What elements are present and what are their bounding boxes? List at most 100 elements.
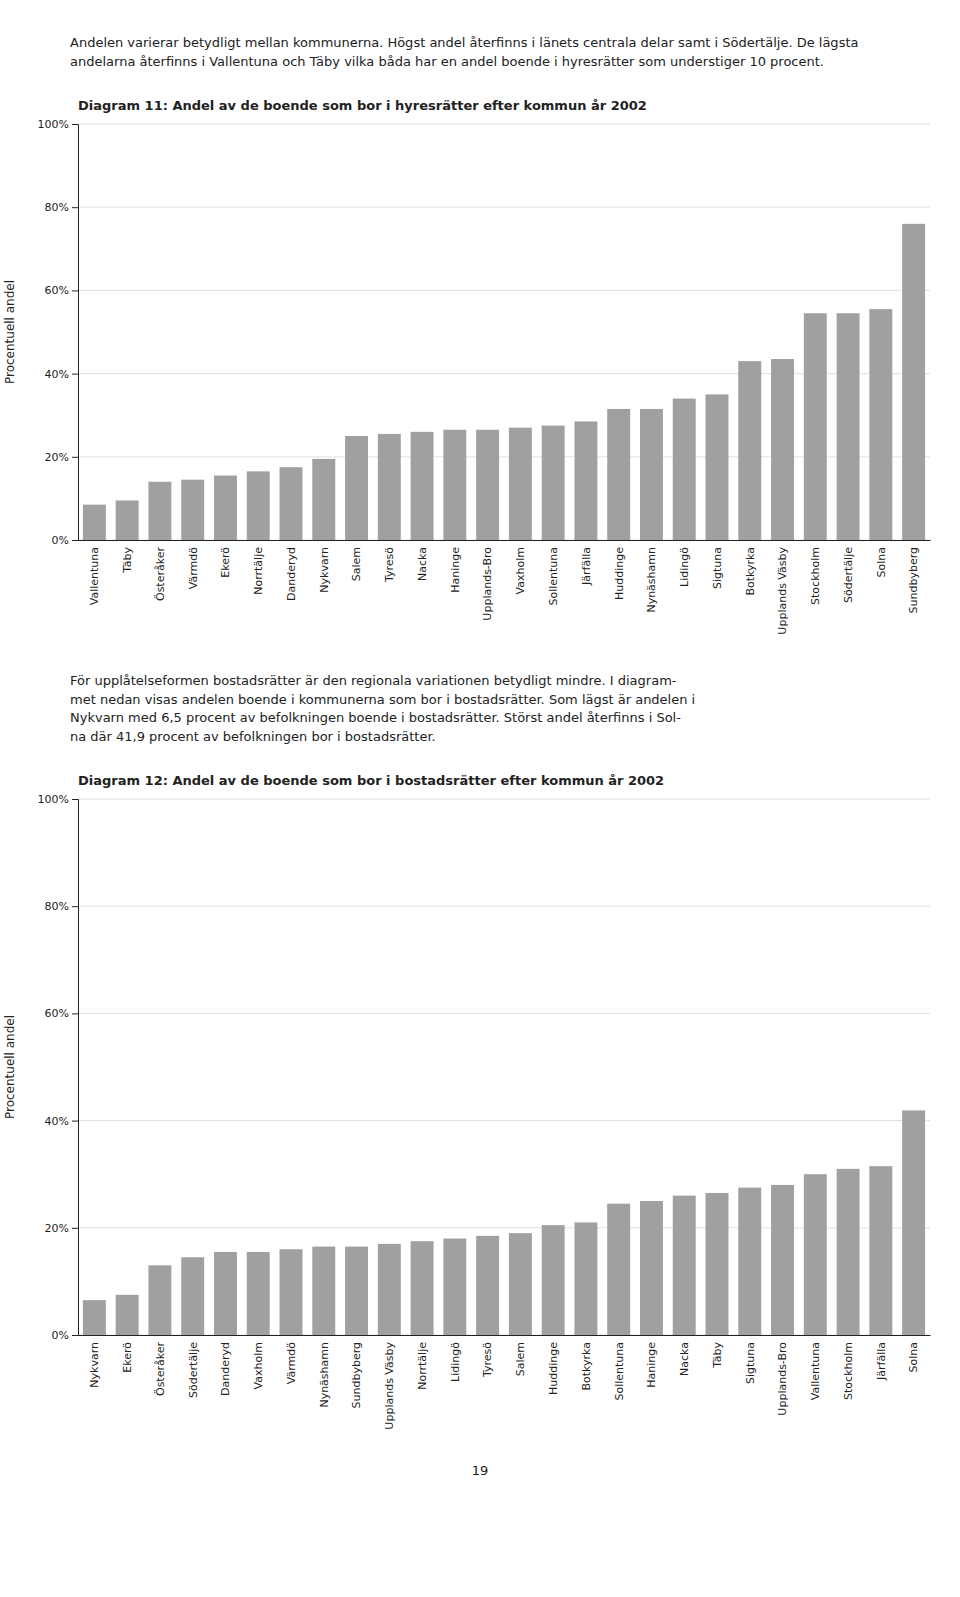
bar <box>574 421 597 540</box>
bar <box>83 504 106 539</box>
x-tick: Nacka <box>678 1342 691 1376</box>
bar <box>607 1204 630 1335</box>
bar <box>378 434 401 540</box>
x-tick: Upplands Väsby <box>776 546 789 634</box>
x-tick: Ekerö <box>219 546 232 577</box>
x-tick: Tyresö <box>383 546 396 582</box>
y-tick-label: 100% <box>38 118 69 131</box>
x-tick-label: Norrtälje <box>416 1342 429 1390</box>
x-tick: Södertälje <box>842 546 855 602</box>
y-axis: 0%20%40%60%80%100% <box>38 793 79 1342</box>
bar <box>312 459 335 540</box>
x-tick-label: Nacka <box>416 547 429 581</box>
bar <box>771 1185 794 1335</box>
x-tick-label: Stockholm <box>842 1342 855 1400</box>
bar <box>640 409 663 540</box>
y-tick: 40% <box>45 1115 78 1128</box>
y-tick-mark <box>72 124 78 125</box>
grid-line <box>78 1013 930 1014</box>
bar <box>181 1257 204 1335</box>
y-tick: 40% <box>45 367 78 380</box>
bar <box>312 1247 335 1335</box>
grid-line <box>78 799 930 800</box>
x-tick: Huddinge <box>613 546 626 599</box>
x-tick: Norrtälje <box>416 1342 429 1390</box>
x-tick: Salem <box>350 547 363 581</box>
page-number: 19 <box>0 1463 960 1478</box>
text-line: För upplåtelseformen bostadsrätter är de… <box>70 672 920 691</box>
x-tick-label: Järfälla <box>580 547 593 586</box>
x-tick-label: Huddinge <box>613 546 626 599</box>
x-tick-label: Danderyd <box>285 547 298 601</box>
x-tick-label: Ekerö <box>121 1342 134 1373</box>
y-tick-label: 80% <box>45 201 69 214</box>
bar <box>148 1265 171 1335</box>
text-block: För upplåtelseformen bostadsrätter är de… <box>70 672 920 747</box>
x-tick-label: Vaxholm <box>514 547 527 594</box>
x-tick-label: Norrtälje <box>252 546 265 594</box>
y-tick: 0% <box>52 534 78 547</box>
x-tick: Huddinge <box>547 1342 560 1395</box>
x-tick: Södertälje <box>187 1342 200 1398</box>
x-tick: Järfälla <box>875 1342 888 1381</box>
grid-line <box>78 373 930 374</box>
x-tick-label: Upplands-Bro <box>776 1342 789 1416</box>
grid-line <box>78 906 930 907</box>
y-tick: 60% <box>45 284 78 297</box>
y-tick: 100% <box>38 118 78 131</box>
plot: 0%20%40%60%80%100%VallentunaTäbyÖsteråke… <box>3 118 931 635</box>
x-tick: Järfälla <box>580 547 593 586</box>
x-tick: Vallentuna <box>809 1342 822 1400</box>
x-tick-label: Nynäshamn <box>318 1342 331 1408</box>
y-tick: 20% <box>45 451 78 464</box>
bars <box>83 1110 925 1335</box>
chart: 0%20%40%60%80%100%VallentunaTäbyÖsteråke… <box>0 90 960 650</box>
x-tick: Österåker <box>154 546 167 600</box>
y-tick-mark <box>72 207 78 208</box>
x-tick-label: Upplands Väsby <box>776 546 789 634</box>
x-tick: Sundbyberg <box>350 1342 363 1408</box>
y-tick-mark <box>72 1013 78 1014</box>
x-tick-label: Sundbyberg <box>907 547 920 613</box>
x-tick: Salem <box>514 1342 527 1376</box>
bar <box>902 224 925 540</box>
bar <box>148 481 171 539</box>
y-tick: 80% <box>45 900 78 913</box>
x-tick-label: Österåker <box>154 1342 167 1396</box>
chart-title: Diagram 12: Andel av de boende som bor i… <box>78 773 664 788</box>
x-axis-line <box>79 1335 931 1336</box>
bar <box>214 1252 237 1335</box>
bar <box>247 1252 270 1335</box>
bar <box>706 394 729 540</box>
bar <box>411 1241 434 1335</box>
x-tick-label: Nacka <box>678 1342 691 1376</box>
page: Andelen varierar betydligt mellan kommun… <box>0 0 960 1478</box>
x-tick-label: Vallentuna <box>88 547 101 605</box>
grid-line <box>78 1335 930 1336</box>
x-tick-label: Sundbyberg <box>350 1342 363 1408</box>
x-tick: Sigtuna <box>744 1342 757 1384</box>
x-tick: Österåker <box>154 1342 167 1396</box>
x-tick-label: Danderyd <box>219 1342 232 1396</box>
y-tick: 60% <box>45 1007 78 1020</box>
bar <box>443 429 466 539</box>
x-tick: Danderyd <box>219 1342 232 1396</box>
bar <box>214 475 237 539</box>
x-tick: Stockholm <box>842 1342 855 1400</box>
text-line: met nedan visas andelen boende i kommune… <box>70 691 920 710</box>
y-tick: 100% <box>38 793 78 806</box>
x-tick: Lidingö <box>449 1342 462 1382</box>
x-tick-label: Upplands-Bro <box>481 546 494 620</box>
text-block: Andelen varierar betydligt mellan kommun… <box>70 34 920 72</box>
chart: 0%20%40%60%80%100%NykvarnEkeröÖsteråkerS… <box>0 765 960 1445</box>
bar <box>181 479 204 539</box>
bar <box>804 1174 827 1335</box>
x-tick-label: Sollentuna <box>547 547 560 606</box>
x-tick: Botkyrka <box>580 1342 593 1391</box>
bar <box>116 1295 139 1335</box>
bar <box>869 1166 892 1335</box>
x-tick-label: Nynäshamn <box>645 547 658 613</box>
x-tick: Upplands-Bro <box>481 546 494 620</box>
y-tick-label: 60% <box>45 284 69 297</box>
x-tick-label: Solna <box>875 547 888 577</box>
